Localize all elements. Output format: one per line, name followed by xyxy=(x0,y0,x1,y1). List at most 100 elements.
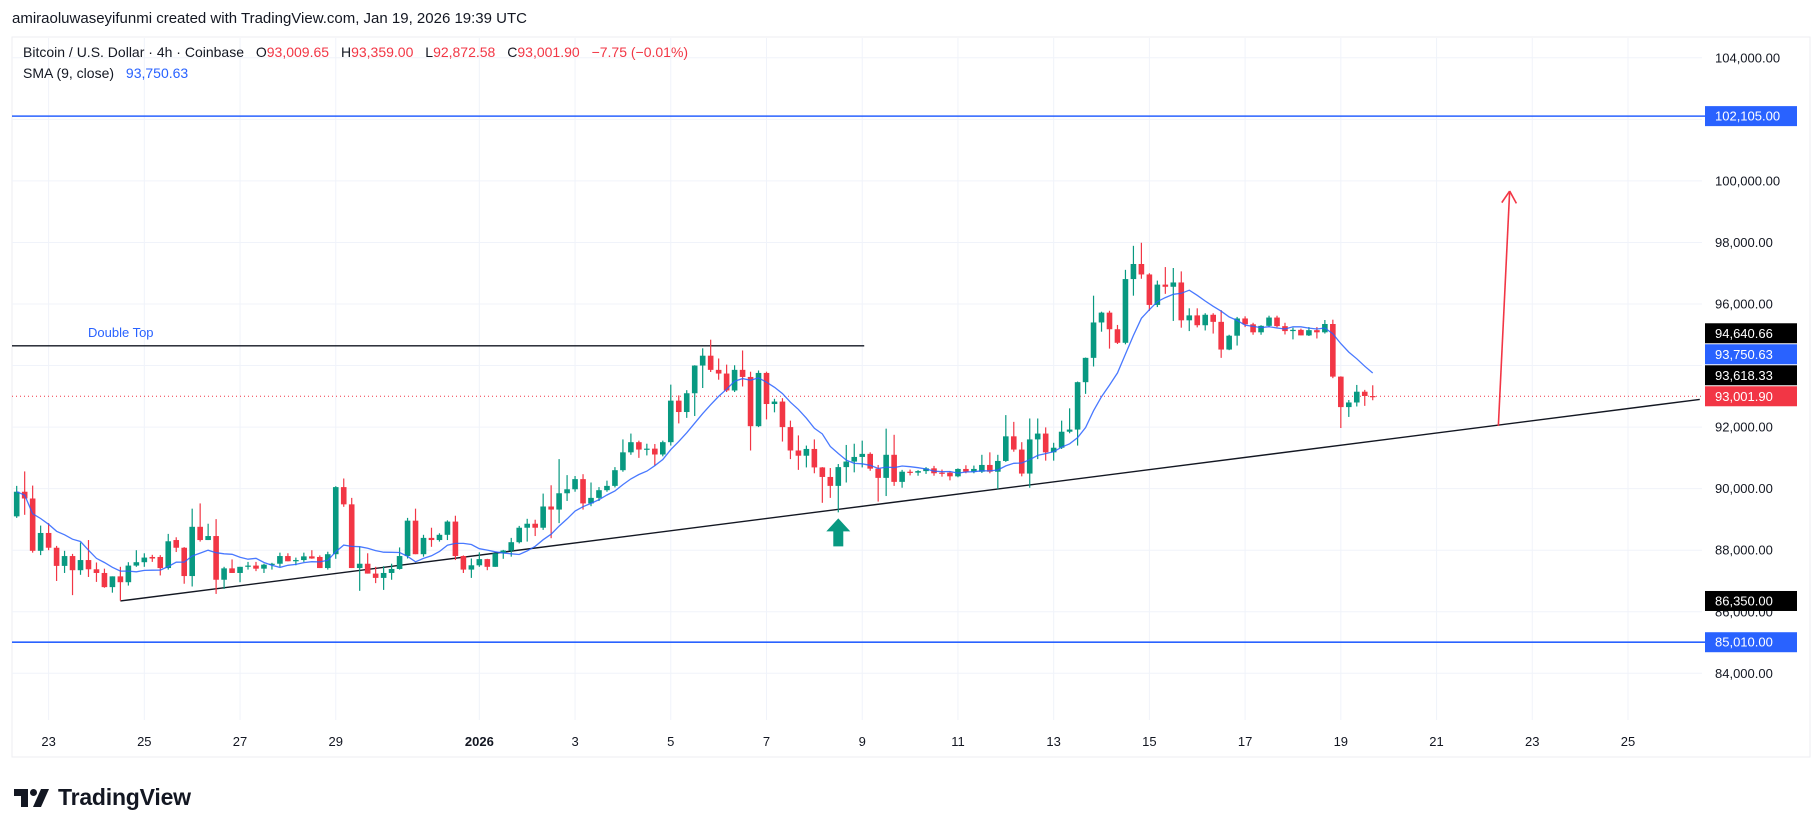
candle-up xyxy=(883,428,889,497)
candle-body xyxy=(675,400,682,413)
candle-body xyxy=(532,523,538,528)
candle-up xyxy=(37,525,44,556)
candle-up xyxy=(1266,315,1272,328)
candle-body xyxy=(492,553,499,567)
candle-body xyxy=(29,498,36,551)
tradingview-brand[interactable]: TradingView xyxy=(14,784,191,811)
candle-body xyxy=(1130,263,1137,280)
candle-up xyxy=(1130,245,1137,296)
candle-body xyxy=(173,540,180,548)
candle-body xyxy=(364,563,371,574)
candle-body xyxy=(979,464,985,472)
candle-body xyxy=(301,556,307,561)
candle-body xyxy=(277,556,283,564)
candle-body xyxy=(755,372,762,427)
candle-body xyxy=(1330,324,1336,377)
candle-down xyxy=(428,527,435,547)
candle-up xyxy=(261,563,267,573)
x-tick-label: 15 xyxy=(1142,734,1156,749)
open-value: 93,009.65 xyxy=(266,44,330,60)
price-badge-bg xyxy=(1705,365,1797,386)
candle-up xyxy=(332,486,339,559)
candle-body xyxy=(1170,282,1177,287)
target-arrow-head xyxy=(1501,190,1511,204)
candle-down xyxy=(484,558,491,571)
symbol-legend[interactable]: Bitcoin / U.S. Dollar · 4h · Coinbase O9… xyxy=(23,44,688,60)
candle-body xyxy=(77,560,84,571)
candle-down xyxy=(1194,308,1201,328)
candle-down xyxy=(763,371,770,420)
candle-down xyxy=(364,553,371,574)
time-axis[interactable]: 23 25 27 29 2026 3 5 7 9 11 13 15 17 19 21 23 25 xyxy=(41,734,1635,749)
candle-up xyxy=(388,563,395,580)
candle-down xyxy=(253,561,259,572)
candle-body xyxy=(524,523,530,528)
candle-down xyxy=(452,515,459,561)
candle-body xyxy=(588,497,594,504)
price-badge-label: 102,105.00 xyxy=(1715,109,1780,124)
candle-down xyxy=(715,358,722,380)
candle-body xyxy=(907,471,913,473)
candle-down xyxy=(1106,310,1113,349)
candle-body xyxy=(109,576,116,588)
price-badge-label: 86,350.00 xyxy=(1715,593,1773,608)
indicator-legend[interactable]: SMA (9, close) 93,750.63 xyxy=(23,65,188,81)
y-tick-label: 98,000.00 xyxy=(1715,235,1773,250)
candle-body xyxy=(101,572,108,588)
x-tick-label: 19 xyxy=(1334,734,1348,749)
candle-body xyxy=(1003,436,1009,461)
candle-up xyxy=(899,469,905,488)
candle-down xyxy=(173,537,180,553)
candle-body xyxy=(1162,284,1169,287)
candle-body xyxy=(971,468,977,472)
candle-body xyxy=(205,536,211,541)
candle-body xyxy=(644,448,650,450)
candle-body xyxy=(85,560,92,570)
candle-up xyxy=(1098,311,1105,332)
candle-down xyxy=(372,566,379,584)
candle-body xyxy=(261,564,267,569)
price-badges: 102,105.00 94,640.66 93,750.63 93,618.33 93,… xyxy=(1705,106,1797,653)
candle-up xyxy=(995,454,1001,490)
candle-up xyxy=(859,440,866,468)
x-tick-label: 11 xyxy=(951,734,965,749)
candle-up xyxy=(500,549,507,559)
candle-body xyxy=(556,493,562,510)
candle-up xyxy=(189,508,195,587)
candle-up xyxy=(476,552,483,567)
x-tick-label: 7 xyxy=(763,734,770,749)
candle-up xyxy=(588,482,594,507)
candle-body xyxy=(739,369,746,377)
candle-up xyxy=(699,348,706,389)
price-badge-label: 93,750.63 xyxy=(1715,347,1773,362)
candle-up xyxy=(556,459,562,524)
candle-up xyxy=(141,553,148,567)
candle-down xyxy=(580,474,586,510)
target-arrow-head xyxy=(1508,190,1518,204)
candle-up xyxy=(564,475,570,501)
candle-body xyxy=(883,454,889,478)
low-value: 92,872.58 xyxy=(433,44,496,60)
candle-body xyxy=(460,556,467,570)
candle-down xyxy=(309,550,315,559)
candle-body xyxy=(580,479,586,504)
candle-body xyxy=(843,461,850,468)
candle-body xyxy=(484,559,491,567)
candle-up xyxy=(731,365,738,393)
candle-up xyxy=(1226,334,1232,351)
candle-body xyxy=(636,442,642,450)
candle-body xyxy=(939,472,945,474)
candle-down xyxy=(747,371,754,451)
candle-up xyxy=(572,476,578,492)
candle-down xyxy=(1146,273,1153,311)
candle-body xyxy=(1242,318,1248,325)
candle-body xyxy=(683,393,690,413)
candle-up xyxy=(205,523,211,541)
candle-down xyxy=(157,555,164,576)
candle-body xyxy=(1026,439,1033,474)
candle-body xyxy=(285,556,291,562)
candle-down xyxy=(1114,324,1121,345)
candle-down xyxy=(285,553,291,562)
candle-body xyxy=(819,467,826,477)
